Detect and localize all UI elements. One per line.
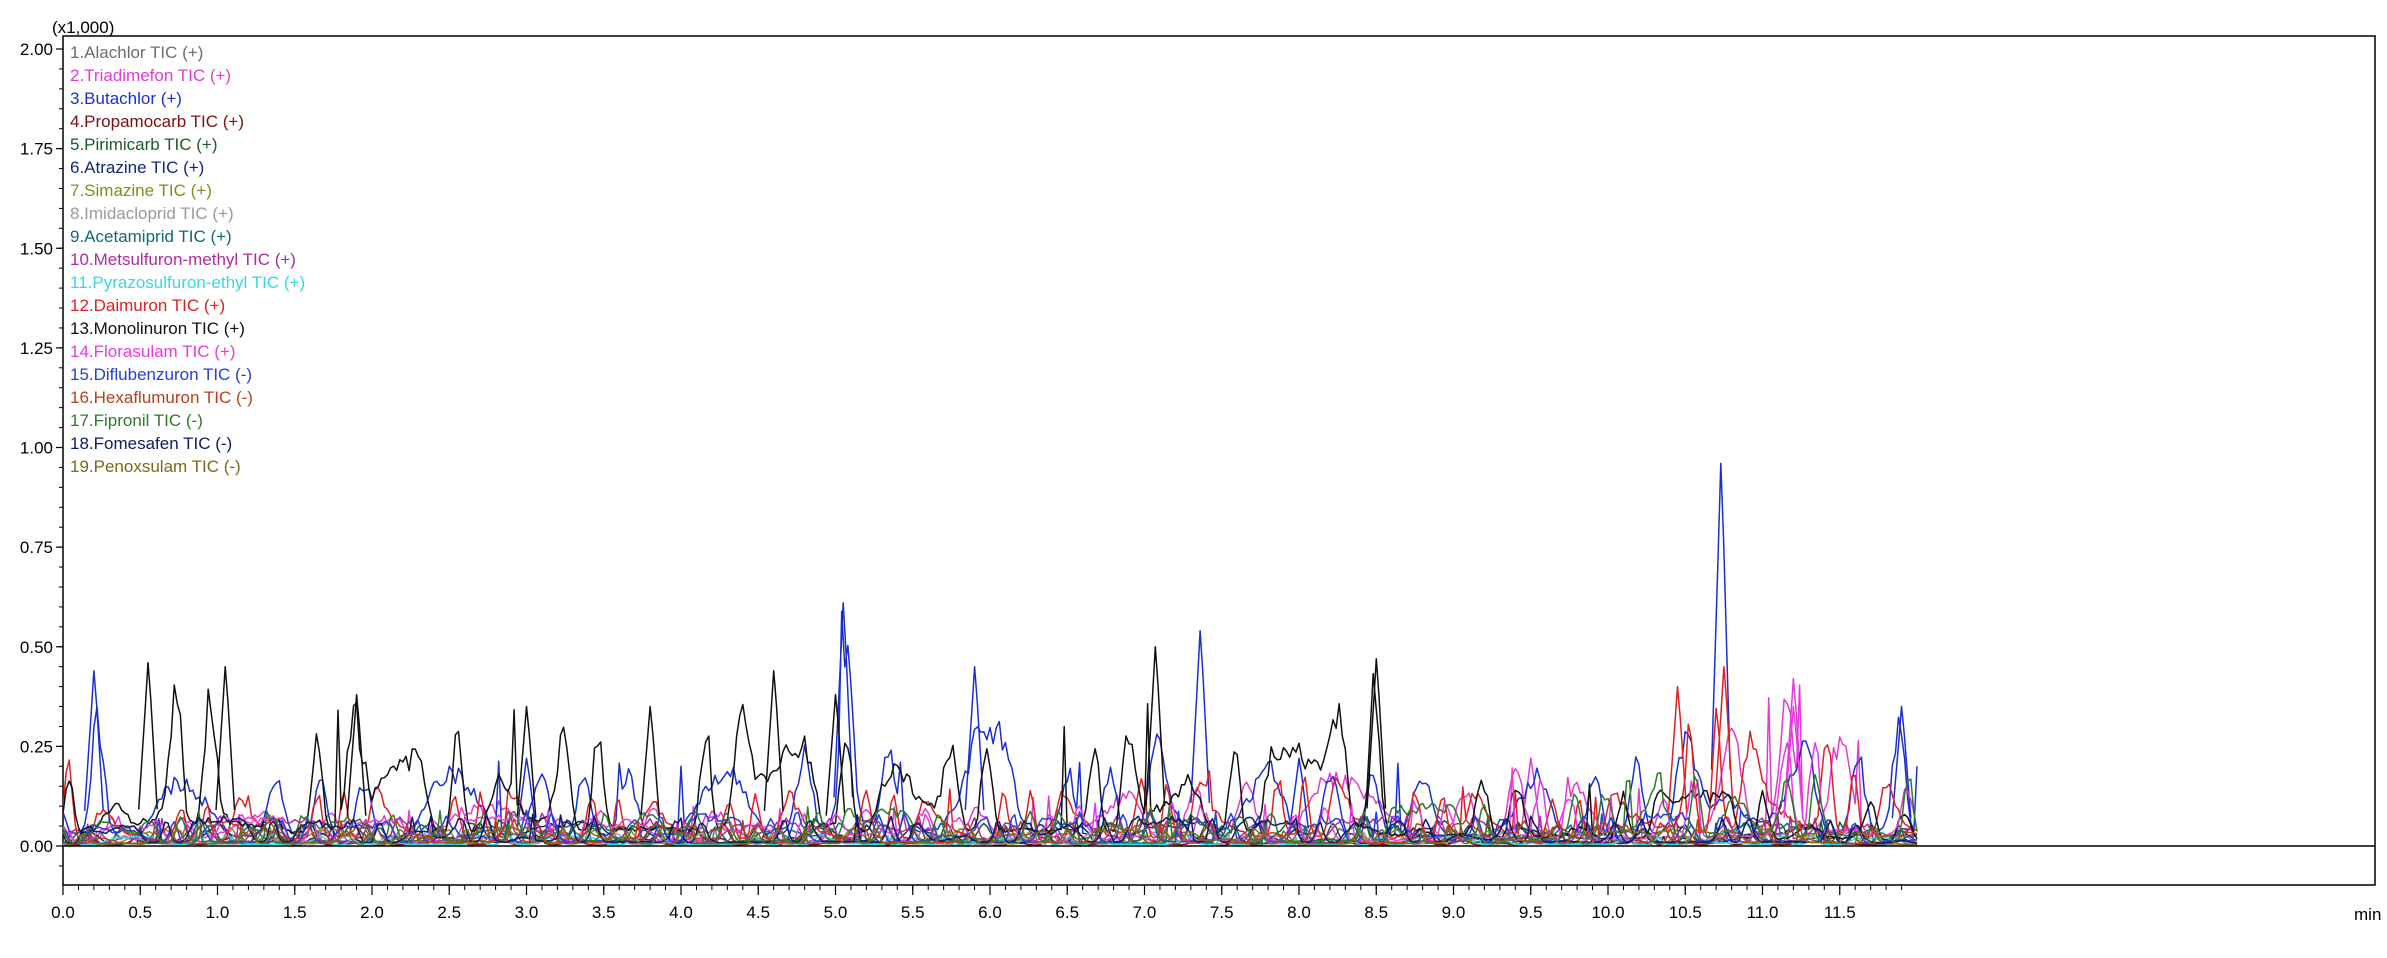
series-peak — [1288, 757, 1310, 829]
x-tick-label: 10.0 — [1591, 903, 1624, 922]
x-tick-label: 11.5 — [1824, 903, 1856, 922]
series-peak — [1710, 462, 1731, 770]
x-tick-label: 3.5 — [592, 903, 616, 922]
y-tick-label: 0.00 — [20, 837, 53, 856]
series-peak — [1145, 646, 1166, 807]
series-trace — [62, 813, 1918, 845]
series-peak — [516, 757, 537, 829]
x-tick-label: 6.0 — [978, 903, 1002, 922]
legend-entry: 4.Propamocarb TIC (+) — [70, 112, 244, 131]
legend-entry: 13.Monolinuron TIC (+) — [70, 319, 245, 338]
legend: 1.Alachlor TIC (+) 2.Triadimefon TIC (+) 3… — [70, 43, 305, 476]
x-axis: 0.0 0.5 1.0 1.5 2.0 2.5 3.0 3.5 4.0 4.5 5.0 5.5 6.0 6… — [51, 885, 1903, 922]
x-tick-label: 3.0 — [515, 903, 539, 922]
series-peak — [833, 602, 854, 798]
y-tick-label: 1.25 — [20, 339, 53, 358]
x-tick-label: 9.5 — [1519, 903, 1543, 922]
x-tick-label: 7.5 — [1210, 903, 1234, 922]
series-peak — [83, 669, 104, 811]
x-tick-label: 7.0 — [1133, 903, 1157, 922]
legend-entry: 11.Pyrazosulfuron-ethyl TIC (+) — [70, 273, 305, 292]
x-tick-label: 0.0 — [51, 903, 75, 922]
series-peak — [763, 669, 784, 811]
series-peak — [1366, 657, 1387, 809]
x-tick-label: 2.5 — [437, 903, 461, 922]
legend-entry: 17.Fipronil TIC (-) — [70, 411, 203, 430]
legend-entry: 2.Triadimefon TIC (+) — [70, 66, 231, 85]
legend-entry: 10.Metsulfuron-methyl TIC (+) — [70, 250, 296, 269]
series-peak — [137, 661, 158, 810]
legend-entry: 19.Penoxsulam TIC (-) — [70, 457, 241, 476]
x-tick-label: 1.0 — [206, 903, 230, 922]
x-tick-label: 6.5 — [1055, 903, 1079, 922]
series-peak — [640, 705, 661, 819]
legend-entry: 3.Butachlor (+) — [70, 89, 182, 108]
series-peak — [1713, 665, 1734, 811]
y-tick-label: 0.25 — [20, 737, 53, 756]
series-peak — [1891, 705, 1912, 819]
legend-entry: 8.Imidacloprid TIC (+) — [70, 204, 234, 223]
series-peak — [1190, 630, 1211, 804]
y-axis: 0.00 0.25 0.50 0.75 1.00 1.25 1.50 1.75 2.00 — [20, 40, 63, 867]
y-scale-label: (x1,000) — [52, 18, 114, 37]
trace-group — [62, 462, 1918, 846]
series-trace — [62, 672, 1918, 842]
legend-entry: 18.Fomesafen TIC (-) — [70, 434, 232, 453]
legend-entry: 9.Acetamiprid TIC (+) — [70, 227, 232, 246]
x-tick-label: 4.5 — [746, 903, 770, 922]
y-tick-label: 1.00 — [20, 439, 53, 458]
series-peak — [215, 665, 236, 811]
x-tick-label: 9.0 — [1442, 903, 1466, 922]
series-peak — [1520, 757, 1541, 829]
series-trace — [62, 809, 1918, 845]
y-tick-label: 1.75 — [20, 140, 53, 159]
y-tick-label: 1.50 — [20, 239, 53, 258]
x-tick-label: 8.5 — [1364, 903, 1388, 922]
series-peak — [964, 665, 985, 811]
x-tick-label: 5.0 — [824, 903, 848, 922]
x-tick-label: 8.0 — [1287, 903, 1311, 922]
plot-frame — [62, 35, 2376, 886]
x-unit-label: min — [2354, 905, 2381, 924]
legend-entry: 7.Simazine TIC (+) — [70, 181, 212, 200]
y-tick-label: 0.75 — [20, 538, 53, 557]
y-tick-label: 2.00 — [20, 40, 53, 59]
x-tick-label: 10.5 — [1669, 903, 1702, 922]
series-trace — [62, 825, 1918, 846]
series-peak — [1667, 685, 1688, 815]
x-tick-label: 11.0 — [1747, 903, 1779, 922]
series-peak — [516, 705, 537, 819]
legend-entry: 1.Alachlor TIC (+) — [70, 43, 203, 62]
x-tick-label: 1.5 — [283, 903, 307, 922]
x-tick-label: 0.5 — [128, 903, 152, 922]
legend-entry: 5.Pirimicarb TIC (+) — [70, 135, 218, 154]
x-tick-label: 2.0 — [360, 903, 384, 922]
x-tick-label: 5.5 — [901, 903, 925, 922]
legend-entry: 16.Hexaflumuron TIC (-) — [70, 388, 253, 407]
legend-entry: 14.Florasulam TIC (+) — [70, 342, 235, 361]
legend-entry: 15.Diflubenzuron TIC (-) — [70, 365, 252, 384]
y-tick-label: 0.50 — [20, 638, 53, 657]
series-peak — [1783, 705, 1804, 819]
series-peak — [825, 693, 846, 816]
series-peak — [346, 693, 367, 816]
legend-entry: 12.Daimuron TIC (+) — [70, 296, 225, 315]
x-tick-label: 4.0 — [669, 903, 693, 922]
legend-entry: 6.Atrazine TIC (+) — [70, 158, 204, 177]
